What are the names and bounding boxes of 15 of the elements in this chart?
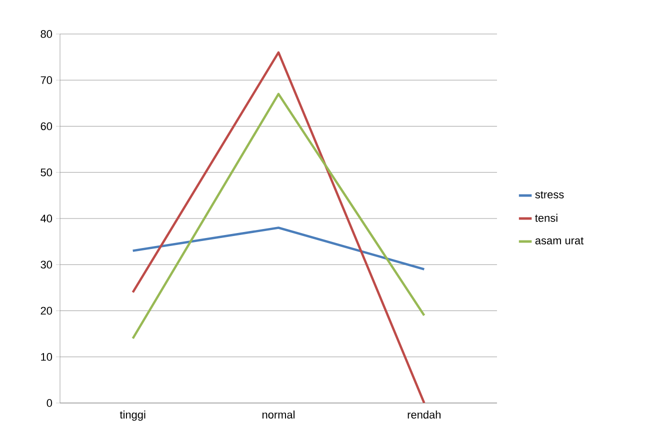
y-tick-label: 40 xyxy=(40,214,52,222)
legend-label: stress xyxy=(535,191,564,198)
x-tick-label: rendah xyxy=(408,410,441,419)
y-tick-label: 10 xyxy=(41,353,52,361)
legend-label: asam urat xyxy=(535,237,584,244)
x-tick-label: normal xyxy=(262,410,295,419)
x-tick-label: tinggi xyxy=(120,410,146,421)
y-tick-label: 30 xyxy=(40,260,52,269)
y-tick-label: 60 xyxy=(40,122,52,130)
y-tick-label: 70 xyxy=(40,76,52,84)
y-tick-label: 0 xyxy=(46,399,52,407)
y-tick-label: 20 xyxy=(40,306,52,315)
y-tick-label: 80 xyxy=(40,30,52,38)
legend-label: tensi xyxy=(535,214,558,222)
y-tick-label: 50 xyxy=(40,168,52,176)
